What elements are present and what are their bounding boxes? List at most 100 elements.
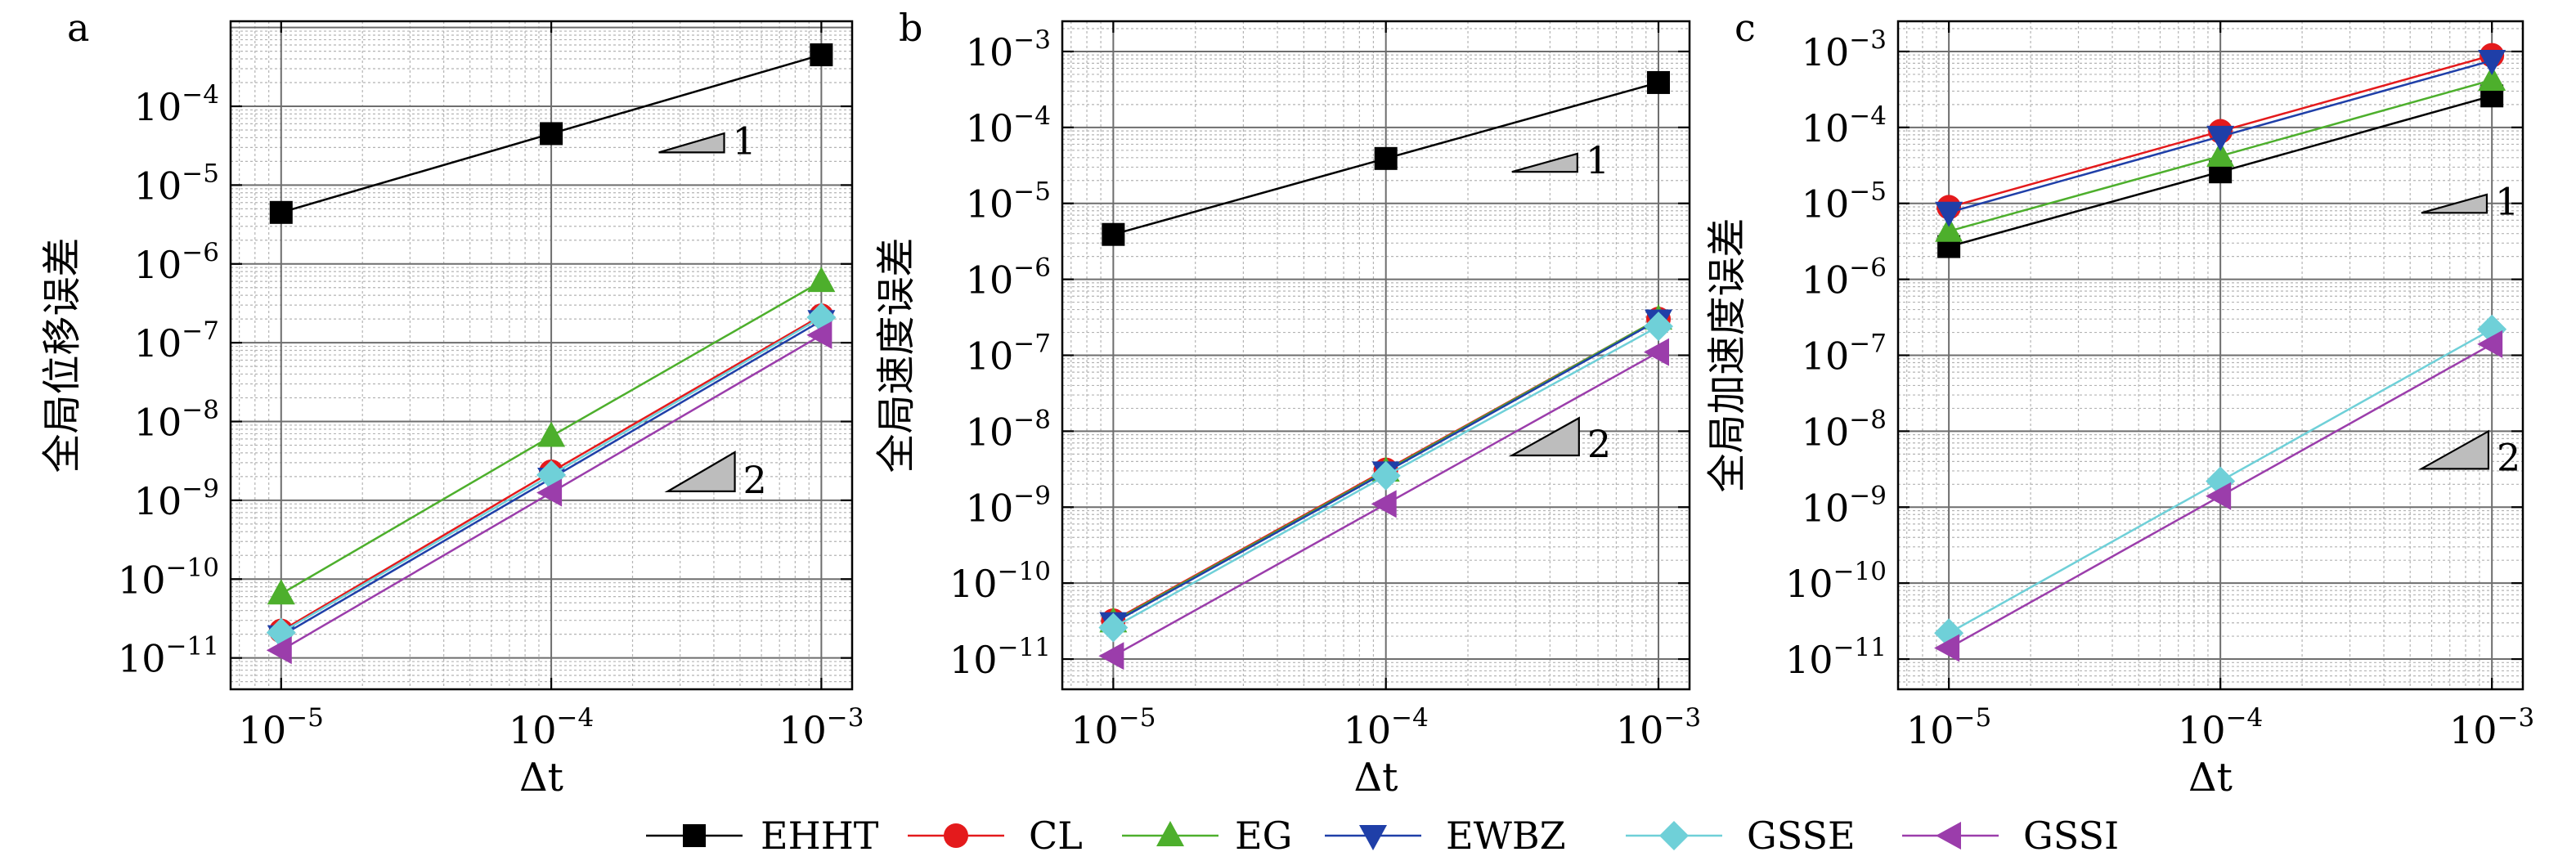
grid-b (1062, 21, 1690, 690)
series-ehht (1102, 70, 1671, 246)
data-point (1098, 642, 1124, 670)
slope-triangle (2417, 429, 2490, 470)
x-tick-label: 10−3 (2449, 703, 2534, 752)
y-tick-label: 10−5 (1802, 177, 1887, 226)
data-point (266, 636, 292, 665)
legend-entry-ehht: EHHT (646, 814, 879, 858)
panel-c: 10−11 10−10 10−9 10−8 10−7 10−6 10−5 10−4 10−3 10… (1704, 6, 2534, 800)
x-tick-label: 10−4 (509, 703, 594, 752)
data-point (2478, 65, 2506, 91)
y-tick-label: 10−8 (966, 405, 1051, 454)
legend-marker (944, 823, 968, 848)
data-point (1644, 338, 1670, 366)
y-tick-label: 10−11 (949, 633, 1051, 682)
y-axis-label: 全局速度误差 (873, 237, 919, 473)
data-point (807, 267, 836, 293)
grid-a (231, 21, 852, 690)
legend-label: EHHT (761, 814, 879, 858)
y-tick-label: 10−7 (966, 330, 1051, 379)
panel-b: 10−11 10−10 10−9 10−8 10−7 10−6 10−5 10−4 10−3 10… (873, 6, 1701, 800)
y-tick-label: 10−3 (1802, 25, 1887, 74)
ticks-b (1062, 21, 1690, 689)
x-tick-label: 10−5 (1070, 703, 1156, 752)
data-point (1371, 490, 1397, 518)
slope-label: 1 (733, 119, 756, 163)
slope-label: 2 (1587, 422, 1611, 466)
legend-marker (683, 824, 706, 847)
y-tick-label: 10−8 (134, 396, 219, 445)
series-gssi (1934, 330, 2503, 662)
x-tick-label: 10−3 (1616, 703, 1701, 752)
series-eg (1935, 65, 2506, 242)
data-point (2477, 330, 2503, 358)
x-tick-label: 10−5 (239, 703, 324, 752)
x-axis-label: Δt (1354, 755, 1398, 800)
slope-label: 2 (2497, 435, 2520, 479)
y-tick-label: 10−7 (1802, 330, 1887, 379)
x-tick-label: 10−4 (1344, 703, 1429, 752)
y-tick-label: 10−5 (134, 159, 219, 208)
y-tick-label: 10−10 (1785, 557, 1887, 606)
panel-label: a (67, 6, 89, 50)
legend-label: EG (1235, 814, 1292, 858)
axes-frame-a (229, 20, 854, 691)
series-ewbz (1935, 50, 2506, 227)
series-gssi (266, 321, 832, 665)
series-eg (267, 267, 836, 605)
y-tick-label: 10−7 (134, 316, 219, 365)
y-axis-label: 全局位移误差 (39, 237, 85, 473)
legend-label: CL (1029, 814, 1083, 858)
legend: EHHT CL EG EWBZ GSSE GSSI (646, 814, 2119, 858)
data-point (2206, 125, 2235, 151)
ticks-c (1898, 21, 2523, 689)
data-point (1935, 201, 1963, 227)
legend-marker (1936, 822, 1961, 850)
legend-label: EWBZ (1446, 814, 1566, 858)
x-axis-label: Δt (519, 755, 563, 800)
legend-entry-cl: CL (908, 814, 1083, 858)
data-point (2478, 50, 2506, 76)
series-gsse (1098, 312, 1674, 643)
panel-label: b (899, 6, 922, 50)
y-tick-label: 10−9 (1802, 481, 1887, 530)
y-tick-label: 10−10 (949, 557, 1051, 606)
y-tick-label: 10−5 (966, 177, 1051, 226)
y-tick-label: 10−10 (118, 553, 219, 602)
data-point (536, 478, 563, 507)
y-tick-label: 10−6 (1802, 253, 1887, 303)
legend-entry-gssi: GSSI (1902, 814, 2119, 858)
slope-triangle (2421, 193, 2488, 214)
y-tick-label: 10−4 (134, 80, 219, 129)
y-tick-label: 10−4 (966, 101, 1051, 150)
panel-label: c (1735, 6, 1756, 50)
legend-label: GSSI (2023, 814, 2119, 858)
legend-label: GSSE (1747, 814, 1856, 858)
data-point (2206, 141, 2235, 167)
y-tick-label: 10−4 (1802, 101, 1887, 150)
y-tick-label: 10−6 (134, 238, 219, 287)
legend-marker (1359, 825, 1387, 850)
data-point (269, 200, 293, 224)
legend-marker (1156, 821, 1184, 846)
data-point (540, 122, 563, 146)
y-tick-label: 10−11 (1785, 633, 1887, 682)
y-tick-label: 10−11 (118, 632, 219, 681)
slope-label: 1 (2495, 179, 2519, 223)
data-point (1374, 146, 1398, 170)
y-tick-label: 10−9 (966, 481, 1051, 530)
data-point (537, 421, 566, 447)
data-point (1371, 460, 1401, 491)
y-tick-label: 10−3 (966, 25, 1051, 74)
x-tick-label: 10−5 (1906, 703, 1991, 752)
legend-entry-eg: EG (1122, 814, 1292, 858)
series-ehht (269, 43, 833, 224)
x-tick-label: 10−3 (779, 703, 864, 752)
grid-c (1898, 21, 2523, 690)
series-gssi (1098, 338, 1670, 670)
data-point (267, 579, 295, 605)
y-tick-label: 10−8 (1802, 405, 1887, 454)
legend-entry-gsse: GSSE (1626, 814, 1856, 858)
data-point (1644, 312, 1674, 342)
data-point (2206, 482, 2232, 510)
legend-marker (1659, 821, 1689, 850)
